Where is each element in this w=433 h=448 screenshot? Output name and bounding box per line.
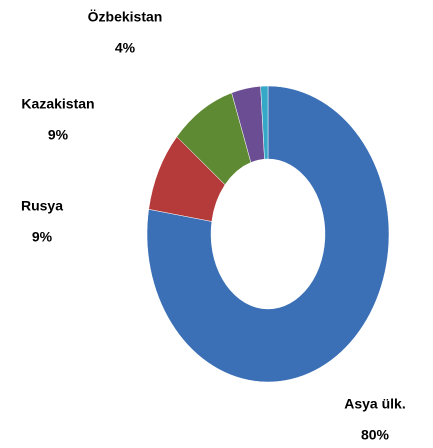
category-label: Asya ülk. — [344, 396, 405, 412]
category-label: Özbekistan — [88, 9, 163, 25]
value-label: 4% — [115, 40, 136, 56]
category-label: Rusya — [21, 198, 63, 214]
donut-segment — [146, 85, 390, 383]
value-label: 9% — [48, 127, 69, 143]
value-label: 80% — [361, 427, 390, 443]
value-label: 9% — [32, 229, 53, 245]
category-label: Kazakistan — [21, 96, 94, 112]
donut-segment — [260, 85, 269, 160]
